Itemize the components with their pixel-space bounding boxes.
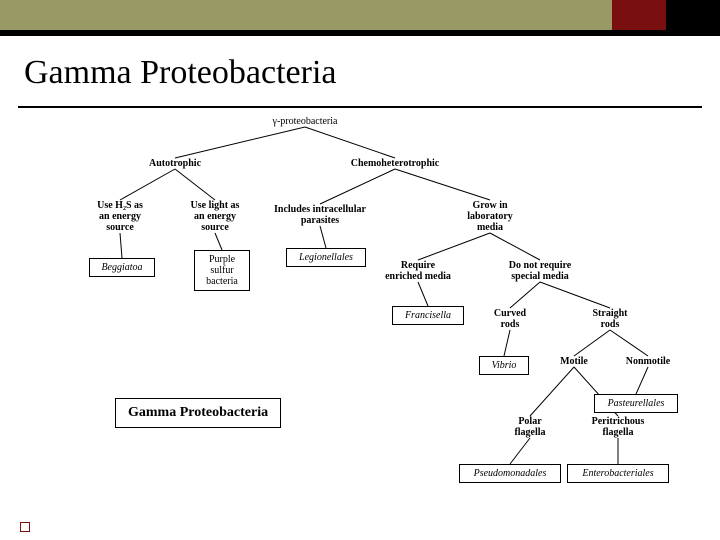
tree-node-noreq: Do not requirespecial media	[490, 260, 590, 282]
tree-node-chemo: Chemoheterotrophic	[330, 158, 460, 169]
tree-node-strt: Straightrods	[582, 308, 638, 330]
page-title: Gamma Proteobacteria	[24, 54, 696, 92]
tree-node-root: γ-proteobacteria	[250, 116, 360, 127]
tree-node-purp: Purplesulfurbacteria	[194, 250, 250, 291]
header-bar	[0, 0, 720, 30]
tree-node-pseu: Pseudomonadales	[459, 464, 561, 483]
tree-node-peri: Peritrichousflagella	[580, 416, 656, 438]
tree-node-vib: Vibrio	[479, 356, 529, 375]
tree-node-reqe: Requireenriched media	[374, 260, 462, 282]
tree-node-polar: Polarflagella	[500, 416, 560, 438]
title-area: Gamma Proteobacteria	[0, 36, 720, 98]
tree-node-legi: Legionellales	[286, 248, 366, 267]
tree-node-grow: Grow inlaboratorymedia	[451, 200, 529, 233]
tree-node-begg: Beggiatoa	[89, 258, 155, 277]
tree-node-h2s: Use H₂S asan energysource	[81, 200, 159, 233]
tree-node-light: Use light asan energysource	[176, 200, 254, 233]
tree-node-curv: Curvedrods	[482, 308, 538, 330]
tree-node-mot: Motile	[549, 356, 599, 367]
caption-box: Gamma Proteobacteria	[115, 398, 281, 428]
tree-node-past: Pasteurellales	[594, 394, 678, 413]
tree-node-intra: Includes intracellularparasites	[260, 204, 380, 226]
header-block-maroon	[612, 0, 666, 30]
tree-node-entb: Enterobacteriales	[567, 464, 669, 483]
tree-node-franc: Francisella	[392, 306, 464, 325]
tree-node-nonm: Nonmotile	[617, 356, 679, 367]
header-block-black	[666, 0, 720, 30]
bullet-square-icon	[20, 522, 30, 532]
tree-node-auto: Autotrophic	[135, 158, 215, 169]
header-stripe-olive	[0, 0, 612, 30]
diagram-area: γ-proteobacteria Autotrophic Chemoheterotr…	[0, 108, 720, 538]
